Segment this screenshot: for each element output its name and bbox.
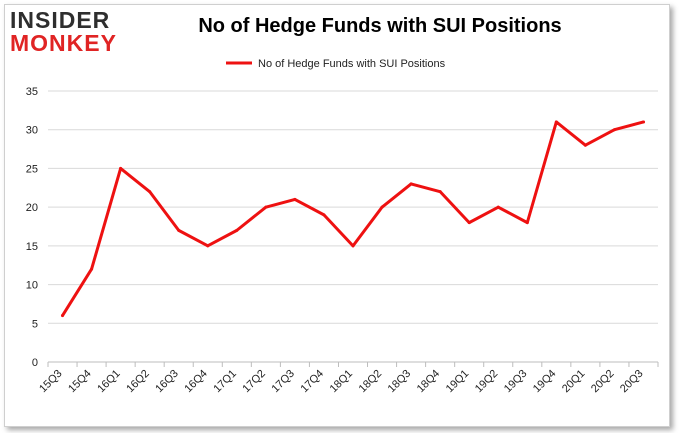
data-point-17Q2 (264, 205, 268, 209)
x-tick-19Q3: 19Q3 (502, 368, 530, 396)
x-tick-15Q4: 15Q4 (66, 368, 94, 396)
data-point-18Q4 (438, 190, 442, 194)
data-point-20Q2 (612, 128, 616, 132)
data-point-15Q3 (61, 314, 65, 318)
chart-frame (4, 4, 670, 427)
series-line (61, 120, 645, 318)
axes (47, 361, 659, 367)
data-point-17Q3 (293, 197, 297, 201)
x-tick-18Q2: 18Q2 (357, 368, 385, 396)
data-point-16Q1 (119, 166, 123, 170)
data-point-18Q2 (380, 205, 384, 209)
x-tick-17Q1: 17Q1 (211, 368, 239, 396)
x-tick-17Q2: 17Q2 (240, 368, 268, 396)
data-point-19Q4 (554, 120, 558, 124)
y-tick-15: 15 (26, 241, 38, 253)
data-point-19Q3 (525, 221, 529, 225)
x-tick-20Q2: 20Q2 (589, 368, 617, 396)
data-point-17Q1 (235, 228, 239, 232)
logo-monkey: MONKEY (10, 30, 117, 56)
data-point-16Q3 (177, 228, 181, 232)
x-tick-16Q1: 16Q1 (95, 368, 123, 396)
y-tick-35: 35 (26, 86, 38, 98)
series-group (61, 120, 645, 318)
x-tick-19Q1: 19Q1 (444, 368, 472, 396)
y-tick-20: 20 (26, 202, 38, 214)
x-tick-16Q3: 16Q3 (153, 368, 181, 396)
x-tick-16Q4: 16Q4 (182, 368, 210, 396)
data-point-19Q2 (496, 205, 500, 209)
data-point-17Q4 (322, 213, 326, 217)
x-tick-19Q2: 19Q2 (473, 368, 501, 396)
data-point-20Q3 (641, 120, 645, 124)
y-tick-5: 5 (32, 318, 38, 330)
data-point-19Q1 (467, 221, 471, 225)
legend: No of Hedge Funds with SUI Positions (226, 58, 446, 70)
data-point-16Q2 (148, 190, 152, 194)
x-tick-17Q3: 17Q3 (270, 368, 298, 396)
x-tick-15Q3: 15Q3 (37, 368, 65, 396)
chart-title: No of Hedge Funds with SUI Positions (198, 15, 562, 37)
legend-label: No of Hedge Funds with SUI Positions (258, 58, 446, 70)
data-point-20Q1 (583, 143, 587, 147)
x-tick-18Q3: 18Q3 (386, 368, 414, 396)
y-tick-30: 30 (26, 125, 38, 137)
y-tick-25: 25 (26, 163, 38, 175)
y-tick-labels: 0 5 10 15 20 25 30 35 (26, 86, 38, 369)
x-tick-16Q2: 16Q2 (124, 368, 152, 396)
data-point-18Q3 (409, 182, 413, 186)
x-tick-19Q4: 19Q4 (531, 368, 559, 396)
data-point-18Q1 (351, 244, 355, 248)
data-point-16Q4 (206, 244, 210, 248)
x-tick-labels: 15Q3 15Q4 16Q1 16Q2 16Q3 16Q4 17Q1 17Q2 17Q3 17Q4… (37, 368, 645, 396)
x-tick-18Q1: 18Q1 (328, 368, 356, 396)
x-tick-17Q4: 17Q4 (299, 368, 327, 396)
x-tick-20Q1: 20Q1 (560, 368, 588, 396)
x-tick-18Q4: 18Q4 (415, 368, 443, 396)
logo-insider: INSIDER (10, 7, 111, 33)
y-tick-10: 10 (26, 280, 38, 292)
x-tick-20Q3: 20Q3 (618, 368, 646, 396)
data-point-15Q4 (90, 267, 94, 271)
y-tick-0: 0 (32, 357, 38, 369)
